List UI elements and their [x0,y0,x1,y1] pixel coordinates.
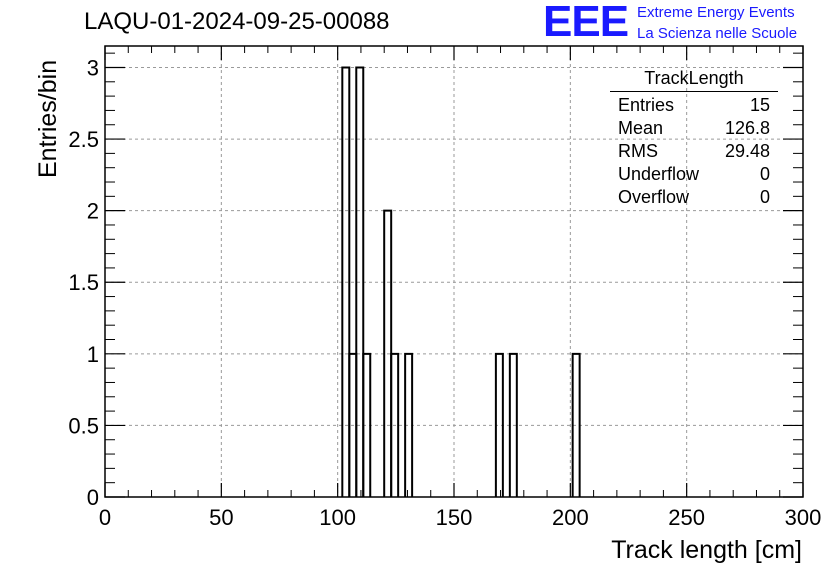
y-tick-label: 1.5 [68,270,99,295]
stats-value: 15 [749,95,770,115]
x-axis-label: Track length [cm] [611,536,802,564]
x-tick-label: 50 [209,505,233,530]
x-tick-label: 150 [436,505,473,530]
grid-lines [105,46,803,497]
stats-row-underflow: Underflow 0 [610,163,778,186]
stats-value: 0 [759,164,770,184]
x-tick-label: 0 [99,505,111,530]
logo-text-line2: La Scienza nelle Scuole [637,25,798,42]
y-axis-label: Entries/bin [34,59,62,178]
y-tick-label: 0 [87,485,99,510]
stats-row-overflow: Overflow 0 [610,186,778,209]
histogram-bin [390,352,400,497]
stats-label: Overflow [618,187,690,207]
histogram-bin [571,352,581,497]
histogram-bin [362,352,372,497]
stats-title: TrackLength [610,68,778,92]
stats-box: TrackLength Entries 15 Mean 126.8 RMS 29… [610,68,778,209]
plot-frame [104,45,804,498]
logo-text-line1: Extreme Energy Events [637,4,795,21]
eee-logo: EEE [543,0,629,46]
stats-row-mean: Mean 126.8 [610,117,778,140]
stats-value: 126.8 [724,118,770,138]
histogram-bars [341,66,581,497]
stats-label: RMS [618,141,658,161]
stats-row-entries: Entries 15 [610,94,778,117]
y-tick-label: 0.5 [68,413,99,438]
x-tick-label: 300 [785,505,822,530]
histogram-bin [494,352,504,497]
plot-title: LAQU-01-2024-09-25-00088 [84,8,390,35]
stats-value: 0 [759,187,770,207]
stats-label: Entries [618,95,675,115]
stats-value: 29.48 [724,141,770,161]
stats-row-rms: RMS 29.48 [610,140,778,163]
x-tick-label: 250 [668,505,705,530]
y-tick-label: 2.5 [68,127,99,152]
histogram-bin [341,66,351,497]
y-tick-label: 1 [87,342,99,367]
histogram-bin [355,66,365,497]
histogram-bin [404,352,414,497]
x-tick-label: 100 [319,505,356,530]
stats-label: Mean [618,118,664,138]
y-tick-label: 3 [87,55,99,80]
stats-label: Underflow [618,164,700,184]
x-tick-label: 200 [552,505,589,530]
y-tick-label: 2 [87,199,99,224]
histogram-bin [508,352,518,497]
